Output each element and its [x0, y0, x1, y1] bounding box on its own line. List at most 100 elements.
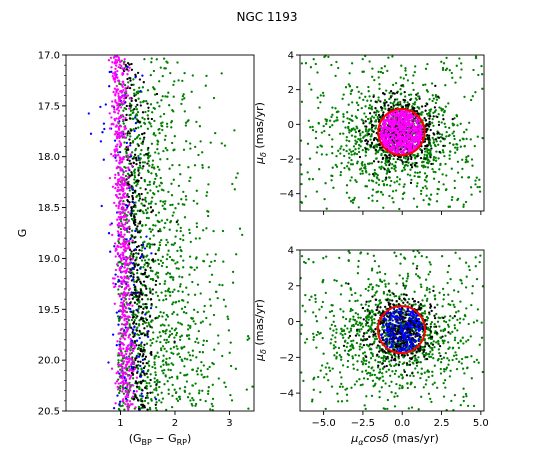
- vpd-top-point: [309, 126, 312, 129]
- cmd-point-blue: [120, 298, 123, 301]
- cmd-point-black: [135, 280, 138, 283]
- cmd-point-field: [122, 200, 125, 203]
- cmd-point-field: [177, 79, 180, 82]
- vpd-top-point: [409, 129, 412, 132]
- cmd-point-field: [187, 334, 191, 337]
- cmd-point-member: [127, 334, 131, 337]
- cmd-point-member: [123, 178, 126, 181]
- vpd-top-point: [467, 176, 471, 179]
- cmd-point-member: [123, 97, 126, 100]
- vpd-top-point: [442, 144, 445, 148]
- vpd-top-point: [392, 201, 395, 204]
- vpd-bottom-point: [324, 366, 327, 369]
- cmd-point-member: [119, 231, 123, 234]
- vpd-top-point: [361, 160, 364, 164]
- vpd-top-point: [355, 116, 358, 120]
- vpd-top-point: [397, 101, 400, 104]
- cmd-point-field: [161, 204, 164, 207]
- vpd-top-point: [330, 179, 333, 182]
- vpd-top-point: [423, 140, 426, 143]
- vpd-top-point: [321, 91, 325, 95]
- vpd-bottom-point: [402, 282, 405, 285]
- cmd-point-member: [120, 270, 124, 274]
- cmd-point-field: [210, 402, 213, 406]
- vpd-top-point: [384, 122, 387, 125]
- vpd-bottom-point: [453, 324, 456, 327]
- cmd-point-black: [135, 396, 138, 399]
- cmd-point-field: [195, 120, 198, 124]
- cmd-point-member: [124, 372, 128, 376]
- cmd-point-black: [149, 391, 152, 394]
- cmd-point-black: [137, 169, 140, 172]
- cmd-point-field: [188, 231, 191, 235]
- cmd-point-field: [193, 164, 197, 167]
- vpd-top-point: [404, 147, 407, 150]
- cmd-point-field: [165, 298, 168, 301]
- vpd-top-point: [480, 73, 484, 76]
- cmd-point-black: [136, 103, 139, 107]
- vpd-top-point: [353, 135, 357, 138]
- vpd-top-point: [334, 74, 337, 78]
- cmd-point-field: [143, 399, 147, 403]
- vpd-top-point: [342, 93, 345, 96]
- vpd-top-point: [357, 206, 360, 209]
- vpd-top-point: [325, 120, 328, 123]
- cmd-point-member: [122, 309, 125, 312]
- cmd-point-black: [141, 350, 144, 353]
- cmd-point-member: [121, 251, 124, 254]
- vpd-top-point: [354, 130, 358, 134]
- vpd-top-point: [348, 129, 351, 132]
- vpd-top-point: [367, 85, 370, 89]
- cmd-point-blue: [134, 248, 137, 251]
- vpd-top-point: [331, 113, 334, 116]
- cmd-point-blue: [146, 330, 149, 333]
- cmd-point-field: [164, 294, 167, 297]
- cmd-point-black: [146, 392, 149, 395]
- cmd-point-field: [133, 88, 136, 92]
- vpd-bottom-point: [377, 360, 380, 364]
- vpd-top-point: [419, 156, 423, 160]
- cmd-point-field: [136, 110, 140, 114]
- cmd-point-field: [165, 257, 169, 261]
- vpd-top-point: [434, 138, 438, 141]
- cmd-point-field: [170, 332, 174, 336]
- vpd-top-point: [370, 162, 374, 165]
- cmd-point-member: [113, 302, 116, 305]
- cmd-point-field: [162, 112, 166, 116]
- cmd-point-member: [114, 62, 117, 65]
- cmd-point-member: [126, 326, 130, 330]
- vpd-top-point: [381, 179, 384, 183]
- cmd-point-field: [178, 275, 181, 278]
- cmd-point-field: [134, 313, 137, 316]
- cmd-point-field: [141, 100, 145, 103]
- vpd-bottom-point: [341, 333, 344, 337]
- cmd-point-field: [164, 95, 167, 98]
- cmd-point-member: [124, 276, 127, 279]
- cmd-point-member: [109, 223, 112, 226]
- cmd-point-field: [184, 121, 188, 124]
- cmd-point-field: [168, 104, 171, 107]
- cmd-point-blue: [114, 156, 117, 159]
- vpd-bottom-point: [314, 315, 318, 318]
- vpd-top-point: [442, 118, 445, 121]
- cmd-point-field: [194, 145, 197, 149]
- cmd-point-field: [197, 329, 200, 333]
- cmd-point-field: [188, 228, 191, 231]
- vpd-top-point: [373, 137, 376, 140]
- cmd-point-member: [121, 114, 124, 117]
- cmd-point-field: [158, 80, 161, 83]
- vpd-bottom-point: [378, 390, 381, 393]
- vpd-top-point: [356, 127, 359, 130]
- vpd-top-point: [389, 140, 393, 144]
- cmd-point-field: [138, 171, 141, 175]
- vpd-top-point: [404, 104, 408, 107]
- cmd-point-member: [116, 385, 119, 389]
- cmd-point-member: [117, 92, 120, 95]
- vpd-top-point: [377, 183, 381, 186]
- cmd-point-black: [142, 280, 146, 283]
- vpd-top-point: [415, 93, 418, 96]
- cmd-point-blue: [102, 122, 106, 125]
- cmd-point-member: [115, 108, 119, 111]
- cmd-point-black: [135, 245, 139, 249]
- cmd-point-field: [169, 203, 172, 207]
